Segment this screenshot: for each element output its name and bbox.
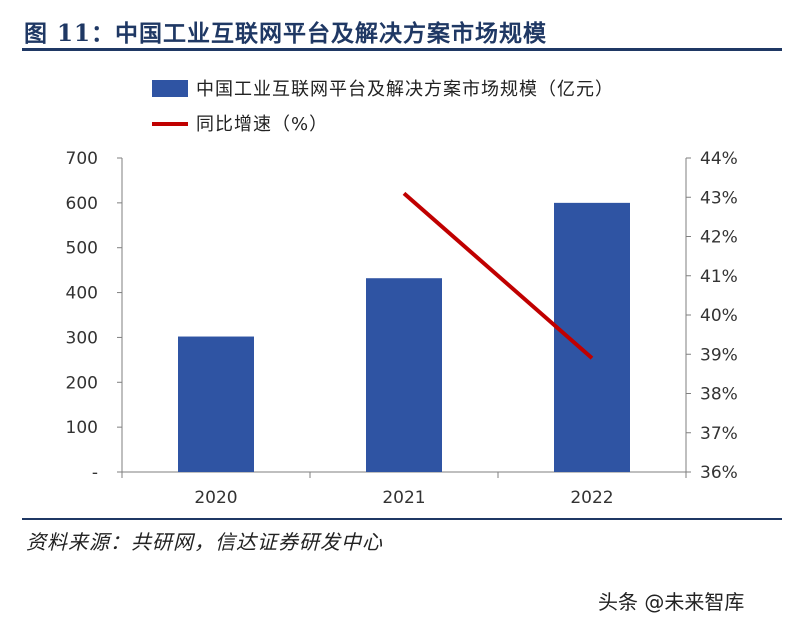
right-tick-label: 42% bbox=[700, 228, 738, 248]
bar-2020 bbox=[178, 336, 254, 472]
source-divider bbox=[22, 518, 782, 520]
left-tick-label: 200 bbox=[66, 373, 98, 393]
right-tick-label: 36% bbox=[700, 463, 738, 483]
left-tick-label: 100 bbox=[66, 418, 98, 438]
right-tick-label: 38% bbox=[700, 385, 738, 405]
source-note: 资料来源：共研网，信达证券研发中心 bbox=[26, 530, 383, 554]
left-tick-label: 700 bbox=[66, 149, 98, 169]
right-tick-label: 43% bbox=[700, 188, 738, 208]
legend-bar-swatch bbox=[152, 80, 188, 97]
left-tick-label: 400 bbox=[66, 284, 98, 304]
title-underline bbox=[22, 48, 782, 51]
x-tick-label: 2020 bbox=[194, 488, 237, 508]
page-title: 图 11：中国工业互联网平台及解决方案市场规模 bbox=[24, 20, 548, 47]
right-tick-label: 39% bbox=[700, 345, 738, 365]
bar-2021 bbox=[366, 278, 442, 472]
left-tick-label: 500 bbox=[66, 239, 98, 259]
legend-bar-label: 中国工业互联网平台及解决方案市场规模（亿元） bbox=[196, 79, 614, 100]
right-tick-label: 37% bbox=[700, 424, 738, 444]
legend-line-label: 同比增速（%） bbox=[196, 114, 328, 135]
watermark: 头条 @未来智库 bbox=[598, 590, 745, 614]
right-tick-label: 44% bbox=[700, 149, 738, 169]
x-tick-label: 2022 bbox=[570, 488, 613, 508]
right-tick-label: 40% bbox=[700, 306, 738, 326]
left-tick-label: 600 bbox=[66, 194, 98, 214]
right-tick-label: 41% bbox=[700, 267, 738, 287]
growth-rate-line bbox=[402, 191, 594, 360]
left-tick-label: 300 bbox=[66, 328, 98, 348]
left-tick-label: - bbox=[92, 463, 98, 483]
x-tick-label: 2021 bbox=[382, 488, 425, 508]
title-bar: 图 11：中国工业互联网平台及解决方案市场规模 bbox=[22, 8, 782, 51]
